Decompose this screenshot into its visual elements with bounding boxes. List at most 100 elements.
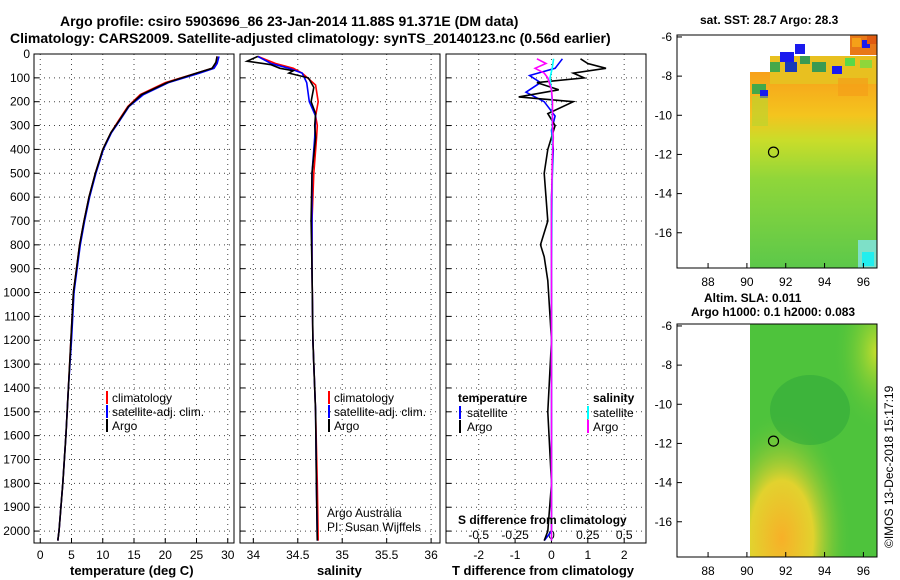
series-line-argo xyxy=(57,56,218,541)
y-tick-label: 1300 xyxy=(3,357,30,371)
difference-axes-frame xyxy=(445,53,647,544)
salinity-panel: 34 34.5 35 35.5 36 salinity climatology sate… xyxy=(239,53,441,578)
y-tick-label: 1000 xyxy=(3,286,30,300)
sst-cell xyxy=(832,66,842,74)
y-tick-label: 600 xyxy=(10,190,30,204)
sst-cell xyxy=(752,96,768,126)
map-y-tick-label: -16 xyxy=(655,515,673,529)
x-tick-label: -2 xyxy=(473,548,484,562)
x-tick-label: 34.5 xyxy=(286,548,310,562)
y-tick-label: 1800 xyxy=(3,476,30,490)
sst-cell xyxy=(862,40,870,48)
x-tick-label: 35 xyxy=(336,548,350,562)
legend-argo-label: Argo xyxy=(112,419,138,433)
map-y-tick-label: -16 xyxy=(655,226,673,240)
series-line-climatology xyxy=(57,56,218,541)
map-y-tick-label: -14 xyxy=(655,187,673,201)
series-line-temperature-satellite xyxy=(524,58,564,542)
t-difference-xlabel: T difference from climatology xyxy=(452,563,635,578)
map-x-tick-label: 88 xyxy=(701,275,715,289)
map-y-tick-label: -8 xyxy=(661,69,672,83)
s-diff-tick-label: 0.5 xyxy=(616,528,633,542)
temperature-axes-frame xyxy=(33,53,235,544)
sst-warm-blob xyxy=(838,78,868,96)
temperature-panel: 0100200300400500600700800900100011001200… xyxy=(3,47,234,578)
header-line-2: Climatology: CARS2009. Satellite-adjuste… xyxy=(10,30,611,46)
legend-salinity-title: salinity xyxy=(593,391,635,405)
sst-cell xyxy=(812,62,826,72)
map-x-tick-label: 96 xyxy=(857,275,871,289)
series-line-satellite-adj-clim- xyxy=(257,55,319,541)
map-x-tick-label: 94 xyxy=(818,275,832,289)
sst-cell xyxy=(770,62,780,72)
legend-satellite-label: satellite-adj. clim. xyxy=(334,405,426,419)
x-tick-label: 15 xyxy=(127,548,141,562)
salinity-tick-labels: 34 34.5 35 35.5 36 xyxy=(247,548,438,562)
temperature-tick-labels: 0 5 10 15 20 25 30 xyxy=(37,548,235,562)
y-tick-label: 1400 xyxy=(3,381,30,395)
y-tick-label: 500 xyxy=(10,166,30,180)
map-y-tick-label: -12 xyxy=(655,436,673,450)
x-tick-label: 34 xyxy=(247,548,261,562)
map-y-tick-label: -8 xyxy=(661,358,672,372)
x-tick-label: 25 xyxy=(190,548,204,562)
legend-temperature-title: temperature xyxy=(458,391,528,405)
sst-field xyxy=(750,72,877,268)
map-x-tick-label: 90 xyxy=(740,564,754,578)
argo-float-marker xyxy=(767,146,780,158)
sst-cell xyxy=(785,62,797,72)
argo-float-marker xyxy=(767,435,780,447)
x-tick-label: 0 xyxy=(548,548,555,562)
series-line-climatology xyxy=(257,55,320,541)
map-y-tick-label: -6 xyxy=(661,319,672,333)
map-x-tick-label: 94 xyxy=(818,564,832,578)
s-difference-tick-labels: -0.5 -0.25 0 0.25 0.5 xyxy=(468,528,632,542)
salinity-legend: climatology satellite-adj. clim. Argo xyxy=(328,391,426,433)
salinity-axes-frame xyxy=(239,53,441,544)
sst-cell xyxy=(852,38,861,47)
y-tick-label: 0 xyxy=(23,47,30,61)
sst-cell xyxy=(860,60,872,68)
temperature-series xyxy=(57,56,220,541)
x-tick-label: 2 xyxy=(621,548,628,562)
x-tick-label: 1 xyxy=(584,548,591,562)
y-tick-label: 800 xyxy=(10,238,30,252)
salinity-series xyxy=(244,55,320,541)
legend-climatology-label: climatology xyxy=(334,391,394,405)
s-diff-tick-label: -0.25 xyxy=(501,528,529,542)
x-tick-label: 10 xyxy=(96,548,110,562)
series-line-temperature-argo xyxy=(518,58,607,541)
y-tick-label: 700 xyxy=(10,214,30,228)
salinity-grid xyxy=(240,53,440,543)
credit-pi: PI: Susan Wijffels xyxy=(327,520,421,534)
y-tick-label: 1600 xyxy=(3,429,30,443)
difference-grid xyxy=(446,53,646,543)
x-tick-label: 36 xyxy=(424,548,438,562)
map-x-tick-label: 96 xyxy=(857,564,871,578)
x-tick-label: -1 xyxy=(510,548,521,562)
sla-map-title-2: Argo h1000: 0.1 h2000: 0.083 xyxy=(691,305,855,319)
salinity-xlabel: salinity xyxy=(317,563,363,578)
t-difference-tick-labels: -2 -1 0 1 2 xyxy=(473,548,627,562)
s-difference-xlabel: S difference from climatology xyxy=(458,513,627,527)
map-y-tick-label: -10 xyxy=(655,108,673,122)
y-tick-label: 400 xyxy=(10,142,30,156)
y-tick-label: 1100 xyxy=(4,309,30,323)
map-x-tick-label: 92 xyxy=(779,275,793,289)
y-tick-label: 900 xyxy=(10,262,30,276)
x-tick-label: 30 xyxy=(221,548,235,562)
credit-argo-australia: Argo Australia xyxy=(327,506,402,520)
y-tick-label: 1700 xyxy=(3,453,30,467)
temperature-xlabel: temperature (deg C) xyxy=(70,563,194,578)
sst-map-frame xyxy=(676,34,878,269)
legend-temp-argo-label: Argo xyxy=(467,420,493,434)
map-x-tick-label: 90 xyxy=(740,275,754,289)
y-tick-label: 1200 xyxy=(3,333,30,347)
x-tick-label: 35.5 xyxy=(375,548,399,562)
sst-cell xyxy=(752,84,766,94)
map-x-tick-label: 88 xyxy=(701,564,715,578)
map-y-tick-label: -6 xyxy=(661,30,672,44)
sst-cell xyxy=(867,36,877,44)
sst-cell xyxy=(845,58,855,66)
